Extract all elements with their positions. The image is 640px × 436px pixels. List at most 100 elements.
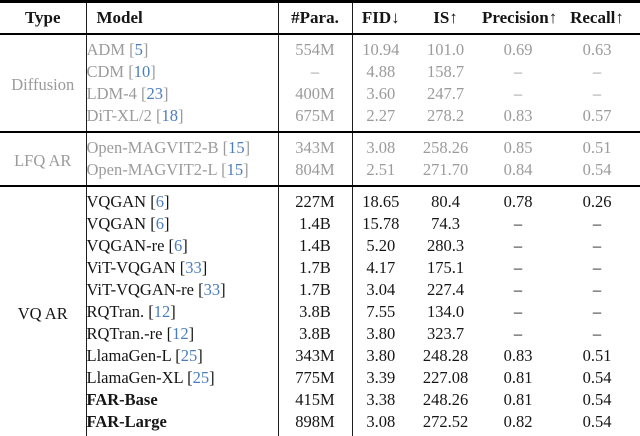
- citation-link[interactable]: 25: [192, 368, 210, 387]
- citation-link[interactable]: 6: [155, 192, 164, 211]
- cell-precision: 0.83: [503, 346, 533, 365]
- cell-precision: 0.78: [503, 192, 533, 211]
- cell-params: 227M: [277, 186, 352, 213]
- cell-model: VQGAN-re [6]: [85, 235, 278, 257]
- citation-link[interactable]: 25: [180, 346, 198, 365]
- cell-params: 3.8B: [277, 301, 352, 323]
- cell-params: 415M: [277, 389, 352, 411]
- cell-is: 271.70: [422, 160, 469, 179]
- table-row: FAR-Base 415M 3.38 248.26 0.81 0.54: [0, 389, 640, 411]
- cell-recall: 0.26: [582, 192, 612, 211]
- column-header-recall: Recall↑: [570, 8, 624, 27]
- cell-model: VQGAN [6]: [85, 186, 278, 213]
- cell-recall: 0.54: [582, 412, 612, 431]
- table-row: ViT-VQGAN [33] 1.7B 4.17 175.1 – –: [0, 257, 640, 279]
- cell-params: 400M: [277, 83, 352, 105]
- model-name: LlamaGen-XL: [86, 368, 184, 387]
- cell-fid: 3.80: [351, 345, 409, 367]
- group-lfq-ar: LFQ AR Open-MAGVIT2-B [15] 343M 3.08 258.26 0…: [0, 132, 640, 186]
- cell-precision: 0.81: [503, 390, 533, 409]
- cell-is: 227.4: [426, 280, 465, 299]
- cell-is: 101.0: [426, 40, 465, 59]
- cell-is: 272.52: [422, 412, 469, 431]
- citation-link[interactable]: 5: [134, 40, 143, 59]
- model-name: RQTran.-re: [86, 324, 163, 343]
- table-row: Diffusion ADM [5] 554M 10.94 101.0 0.69 0.63: [0, 34, 640, 94]
- table-row: ViT-VQGAN-re [33] 1.7B 3.04 227.4 – –: [0, 279, 640, 301]
- column-header-precision: Precision↑: [482, 8, 558, 27]
- cell-fid: 3.08: [351, 132, 409, 159]
- cell-is: 175.1: [426, 258, 465, 277]
- model-name: CDM: [86, 62, 125, 81]
- citation-link[interactable]: 12: [172, 324, 189, 343]
- cell-params: 343M: [277, 132, 352, 159]
- cell-fid: 4.88: [351, 61, 409, 83]
- citation-link[interactable]: 15: [226, 160, 244, 179]
- cell-fid: 7.55: [351, 301, 409, 323]
- cell-is: 258.26: [422, 138, 469, 157]
- cell-params: 675M: [277, 105, 352, 132]
- model-name: VQGAN-re: [86, 236, 165, 255]
- cell-fid: 10.94: [351, 34, 409, 61]
- cell-params: 3.8B: [277, 323, 352, 345]
- group-diffusion: Diffusion ADM [5] 554M 10.94 101.0 0.69 0.63 CD…: [0, 34, 640, 132]
- cell-model: DiT-XL/2 [18]: [85, 105, 278, 132]
- cell-precision: –: [513, 214, 523, 233]
- cell-precision: 0.83: [503, 106, 533, 125]
- citation-link[interactable]: 6: [174, 236, 183, 255]
- cell-fid: 5.20: [351, 235, 409, 257]
- citation-link[interactable]: 23: [146, 84, 164, 103]
- cell-model: ViT-VQGAN [33]: [85, 257, 278, 279]
- model-name: LlamaGen-L: [86, 346, 172, 365]
- cell-recall: 0.54: [582, 390, 612, 409]
- cell-recall: –: [592, 214, 602, 233]
- cell-is: 248.26: [422, 390, 469, 409]
- cell-recall: 0.63: [582, 40, 612, 59]
- cell-recall: –: [592, 258, 602, 277]
- model-name: ViT-VQGAN: [86, 258, 176, 277]
- cell-is: 278.2: [426, 106, 465, 125]
- cell-is: 323.7: [426, 324, 465, 343]
- citation-link[interactable]: 6: [155, 214, 164, 233]
- model-name: ADM: [86, 40, 126, 59]
- cell-model: ViT-VQGAN-re [33]: [85, 279, 278, 301]
- cell-model: FAR-Large: [85, 411, 278, 436]
- cell-fid: 15.78: [351, 213, 409, 235]
- cell-is: 247.7: [426, 84, 465, 103]
- cell-params: 1.7B: [277, 257, 352, 279]
- type-label: LFQ AR: [14, 151, 72, 170]
- cell-fid: 3.08: [351, 411, 409, 436]
- cell-precision: 0.84: [503, 160, 533, 179]
- model-name: FAR-Large: [86, 412, 167, 431]
- cell-params: 343M: [277, 345, 352, 367]
- cell-recall: 0.54: [582, 368, 612, 387]
- cell-precision: –: [513, 258, 523, 277]
- table-row: DiT-XL/2 [18] 675M 2.27 278.2 0.83 0.57: [0, 105, 640, 132]
- cell-precision: 0.69: [503, 40, 533, 59]
- table-row: LlamaGen-L [25] 343M 3.80 248.28 0.83 0.51: [0, 345, 640, 367]
- cell-model: Open-MAGVIT2-B [15]: [85, 132, 278, 159]
- cell-recall: 0.51: [582, 138, 612, 157]
- cell-precision: –: [513, 324, 523, 343]
- citation-link[interactable]: 15: [228, 138, 245, 157]
- cell-fid: 2.51: [351, 159, 409, 186]
- cell-is: 280.3: [426, 236, 465, 255]
- citation-link[interactable]: 33: [203, 280, 221, 299]
- cell-model: FAR-Base: [85, 389, 278, 411]
- cell-precision: 0.85: [503, 138, 533, 157]
- table-row: FAR-Large 898M 3.08 272.52 0.82 0.54: [0, 411, 640, 436]
- cell-params: 1.4B: [277, 213, 352, 235]
- cell-fid: 18.65: [351, 186, 409, 213]
- table-row: CDM [10] –4.88 158.7– –: [0, 61, 640, 83]
- citation-link[interactable]: 10: [133, 62, 151, 81]
- column-header-model: Model: [85, 1, 278, 34]
- cell-recall: –: [592, 280, 602, 299]
- citation-link[interactable]: 18: [161, 106, 179, 125]
- cell-is: 134.0: [426, 302, 465, 321]
- citation-link[interactable]: 12: [153, 302, 171, 321]
- cell-fid: 3.60: [351, 83, 409, 105]
- table-row: LDM-4 [23] 400M 3.60 247.7 – –: [0, 83, 640, 105]
- citation-link[interactable]: 33: [185, 258, 202, 277]
- cell-fid: 3.39: [351, 367, 409, 389]
